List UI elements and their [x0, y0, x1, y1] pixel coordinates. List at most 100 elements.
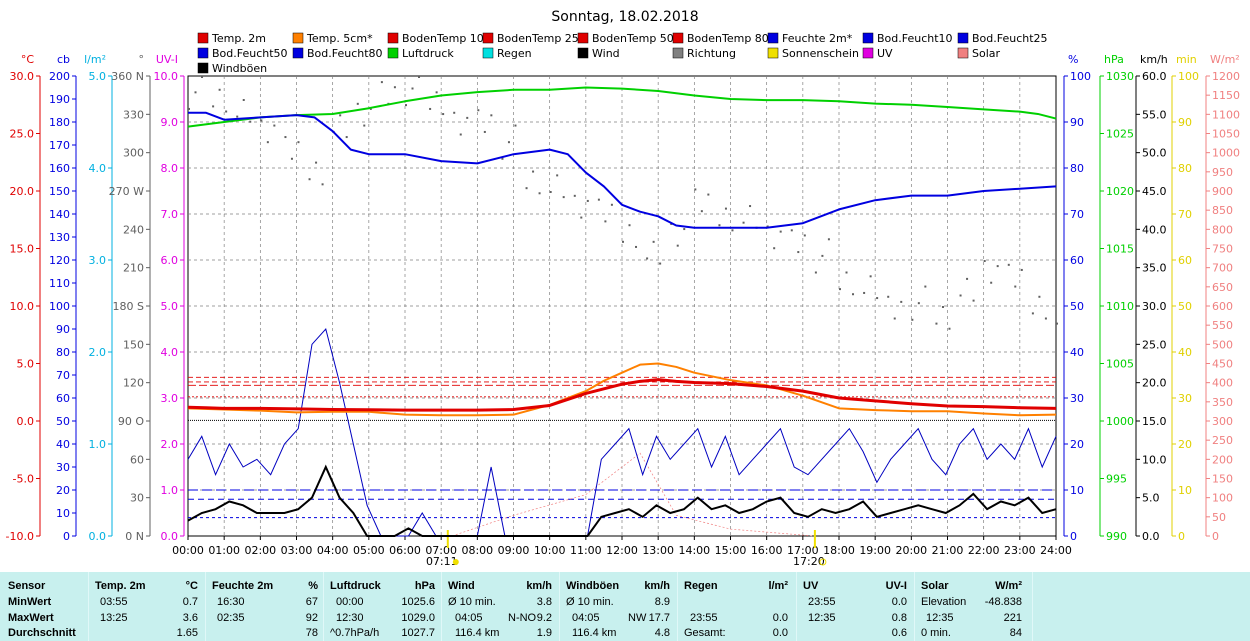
stats-max-temp-value: 3.6 [182, 612, 198, 624]
right-axis-label-4: 1100 [1212, 108, 1240, 121]
right-axis-label-4: 900 [1212, 185, 1233, 198]
direction-dot [363, 124, 366, 127]
stats-min-wind-value: 3.8 [536, 596, 552, 608]
stats-avg-wind-distance: 116.4 km [455, 627, 500, 639]
direction-dot [917, 302, 920, 305]
legend-label-15: Sonnenschein [782, 47, 859, 60]
direction-dot [948, 327, 951, 330]
direction-dot [724, 207, 727, 210]
stats-rain-unit: l/m² [768, 580, 788, 592]
temp-5cm-line [187, 362, 1057, 417]
direction-dot [876, 297, 879, 300]
right-axis-label-0: 40 [1070, 346, 1084, 359]
legend-swatch [672, 47, 684, 59]
direction-dot [556, 174, 559, 177]
stats-max-hum-time: 02:35 [217, 612, 245, 624]
stats-max-temp-time: 13:25 [100, 612, 128, 624]
direction-dot [1038, 295, 1041, 298]
right-axis-label-3: 40 [1178, 346, 1192, 359]
right-axis-label-1: 1015 [1106, 243, 1134, 256]
right-axis-unit-1: hPa [1104, 53, 1124, 66]
left-axis-unit-2: l/m² [84, 53, 106, 66]
left-axis-label-0: 10.0 [10, 300, 35, 313]
left-axis-label-0: 5.0 [17, 358, 35, 371]
legend-label-6: Feuchte 2m* [782, 32, 853, 45]
stats-uv-header: UV [803, 580, 819, 592]
right-axis-label-1: 1025 [1106, 128, 1134, 141]
direction-dot [731, 229, 734, 232]
direction-dot [459, 133, 462, 136]
x-axis-label: 09:00 [498, 544, 530, 557]
direction-dot [501, 157, 504, 160]
direction-dot [996, 265, 999, 268]
stats-wind-unit: km/h [526, 580, 552, 592]
direction-dot [676, 244, 679, 247]
direction-dot [597, 198, 600, 201]
right-axis-label-2: 45.0 [1142, 185, 1167, 198]
right-axis-label-0: 60 [1070, 254, 1084, 267]
legend-swatch [197, 62, 209, 74]
direction-dot [790, 229, 793, 232]
direction-dot [803, 234, 806, 237]
direction-dot [972, 299, 975, 302]
legend-swatch [767, 32, 779, 44]
direction-dot [580, 216, 583, 219]
right-axis-label-1: 1020 [1106, 185, 1134, 198]
direction-dot [435, 91, 438, 94]
direction-dot [827, 238, 830, 241]
right-axis-label-3: 90 [1178, 116, 1192, 129]
direction-dot [1056, 322, 1058, 325]
direction-dot [507, 141, 510, 144]
left-axis-label-3: 240 [123, 223, 144, 236]
right-axis-label-2: 60.0 [1142, 70, 1167, 83]
left-axis-label-1: 180 [49, 116, 70, 129]
direction-dot [411, 87, 414, 90]
direction-dot [610, 203, 613, 206]
legend-label-12: Regen [497, 47, 532, 60]
legend-label-14: Richtung [687, 47, 736, 60]
direction-dot [779, 230, 782, 233]
right-axis-label-0: 70 [1070, 208, 1084, 221]
direction-dot [845, 271, 848, 274]
x-axis-label: 15:00 [715, 544, 747, 557]
left-axis-label-0: 30.0 [10, 70, 35, 83]
left-axis-label-3: 360 N [111, 70, 144, 83]
legend-label-17: Solar [972, 47, 1001, 60]
stats-avg-solar-value: 84 [1009, 627, 1022, 639]
direction-dot [188, 107, 190, 110]
direction-dot [990, 281, 993, 284]
direction-dot [935, 322, 938, 325]
left-axis-label-3: 120 [123, 377, 144, 390]
right-axis-label-4: 550 [1212, 319, 1233, 332]
sunset-icon [819, 558, 827, 566]
wind-line [187, 464, 1057, 537]
left-axis-label-4: 9.0 [161, 116, 179, 129]
stats-max-solar-time: 12:35 [926, 612, 954, 624]
direction-dot [429, 107, 432, 110]
right-axis-label-4: 350 [1212, 396, 1233, 409]
direction-dot [297, 141, 300, 144]
x-axis-label: 24:00 [1040, 544, 1072, 557]
x-axis-label: 08:00 [461, 544, 493, 557]
stats-max-uv-time: 12:35 [808, 612, 836, 624]
right-axis-label-3: 100 [1178, 70, 1199, 83]
x-axis-label: 18:00 [823, 544, 855, 557]
right-axis-unit-4: W/m² [1210, 53, 1240, 66]
legend-label-1: Temp. 5cm* [306, 32, 373, 45]
right-axis-label-4: 50 [1212, 511, 1226, 524]
stats-max-hum-value: 92 [305, 612, 318, 624]
gust-line [187, 327, 1057, 537]
direction-dot [863, 291, 866, 294]
stats-avg-solar-label: 0 min. [921, 627, 951, 639]
left-axis-label-0: -5.0 [13, 473, 34, 486]
stats-rain-header: Regen [684, 580, 718, 592]
direction-dot [839, 288, 841, 291]
left-axis-label-4: 7.0 [161, 208, 179, 221]
legend-label-11: Luftdruck [402, 47, 454, 60]
stats-avg-wind-value: 1.9 [536, 627, 552, 639]
right-axis-label-0: 80 [1070, 162, 1084, 175]
direction-dot [356, 102, 359, 105]
left-axis-label-0: -10.0 [6, 530, 34, 543]
direction-dot [821, 254, 824, 257]
direction-dot [562, 196, 565, 199]
